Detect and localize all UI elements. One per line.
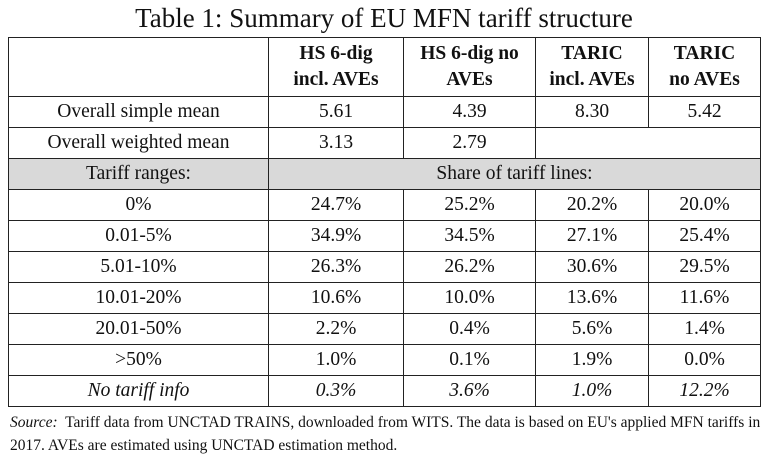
cell: 5.61 xyxy=(268,96,404,128)
cell: 34.9% xyxy=(268,220,404,252)
column-header: HS 6-dig incl. AVEs xyxy=(268,37,404,97)
empty-cell xyxy=(535,127,761,159)
cell: 34.5% xyxy=(403,220,536,252)
cell: 26.3% xyxy=(268,251,404,283)
cell: 0.3% xyxy=(268,375,404,407)
cell: 5.42 xyxy=(648,96,761,128)
row-label: 0.01-5% xyxy=(8,220,269,252)
row-label: Overall weighted mean xyxy=(8,127,269,159)
column-header: TARIC no AVEs xyxy=(648,37,761,97)
cell: 3.13 xyxy=(268,127,404,159)
cell: 20.0% xyxy=(648,189,761,221)
row-label: Overall simple mean xyxy=(8,96,269,128)
cell: 5.6% xyxy=(535,313,649,345)
column-header: HS 6-dig no AVEs xyxy=(403,37,536,97)
section-span-label: Share of tariff lines: xyxy=(268,158,761,190)
cell: 26.2% xyxy=(403,251,536,283)
table-row: 0% 24.7% 25.2% 20.2% 20.0% xyxy=(8,189,761,221)
cell: 1.0% xyxy=(535,375,649,407)
cell: 0.0% xyxy=(648,344,761,376)
cell: 10.0% xyxy=(403,282,536,314)
section-label: Tariff ranges: xyxy=(8,158,269,190)
weighted-mean-row: Overall weighted mean 3.13 2.79 xyxy=(8,127,761,159)
row-label: No tariff info xyxy=(8,375,269,407)
cell: 25.2% xyxy=(403,189,536,221)
table-title: Table 1: Summary of EU MFN tariff struct… xyxy=(135,3,633,33)
cell: 1.4% xyxy=(648,313,761,345)
table-row: 0.01-5% 34.9% 34.5% 27.1% 25.4% xyxy=(8,220,761,252)
header-row: HS 6-dig incl. AVEs HS 6-dig no AVEs TARIC… xyxy=(8,37,761,97)
cell: 3.6% xyxy=(403,375,536,407)
source-label: Source: xyxy=(10,414,58,431)
row-label: 10.01-20% xyxy=(8,282,269,314)
cell: 24.7% xyxy=(268,189,404,221)
row-label: >50% xyxy=(8,344,269,376)
simple-mean-row: Overall simple mean 5.61 4.39 8.30 5.42 xyxy=(8,96,761,128)
table-row: 20.01-50% 2.2% 0.4% 5.6% 1.4% xyxy=(8,313,761,345)
row-label: 20.01-50% xyxy=(8,313,269,345)
table-row: 10.01-20% 10.6% 10.0% 13.6% 11.6% xyxy=(8,282,761,314)
column-header: TARIC incl. AVEs xyxy=(535,37,649,97)
cell: 2.79 xyxy=(403,127,536,159)
cell: 0.1% xyxy=(403,344,536,376)
cell: 25.4% xyxy=(648,220,761,252)
source-note: Source: Tariff data from UNCTAD TRAINS, … xyxy=(10,411,765,457)
source-text: Tariff data from UNCTAD TRAINS, download… xyxy=(10,414,761,454)
row-label: 5.01-10% xyxy=(8,251,269,283)
cell: 2.2% xyxy=(268,313,404,345)
table-row: 5.01-10% 26.3% 26.2% 30.6% 29.5% xyxy=(8,251,761,283)
cell: 10.6% xyxy=(268,282,404,314)
section-row: Tariff ranges: Share of tariff lines: xyxy=(8,158,761,190)
cell: 29.5% xyxy=(648,251,761,283)
cell: 12.2% xyxy=(648,375,761,407)
cell: 13.6% xyxy=(535,282,649,314)
cell: 27.1% xyxy=(535,220,649,252)
cell: 8.30 xyxy=(535,96,649,128)
table-row: >50% 1.0% 0.1% 1.9% 0.0% xyxy=(8,344,761,376)
cell: 4.39 xyxy=(403,96,536,128)
table-row: No tariff info 0.3% 3.6% 1.0% 12.2% xyxy=(8,375,761,407)
cell: 30.6% xyxy=(535,251,649,283)
cell: 0.4% xyxy=(403,313,536,345)
row-label: 0% xyxy=(8,189,269,221)
cell: 1.9% xyxy=(535,344,649,376)
header-empty-cell xyxy=(8,37,269,97)
tariff-summary-table: HS 6-dig incl. AVEs HS 6-dig no AVEs TARIC… xyxy=(8,37,761,407)
cell: 11.6% xyxy=(648,282,761,314)
cell: 1.0% xyxy=(268,344,404,376)
cell: 20.2% xyxy=(535,189,649,221)
